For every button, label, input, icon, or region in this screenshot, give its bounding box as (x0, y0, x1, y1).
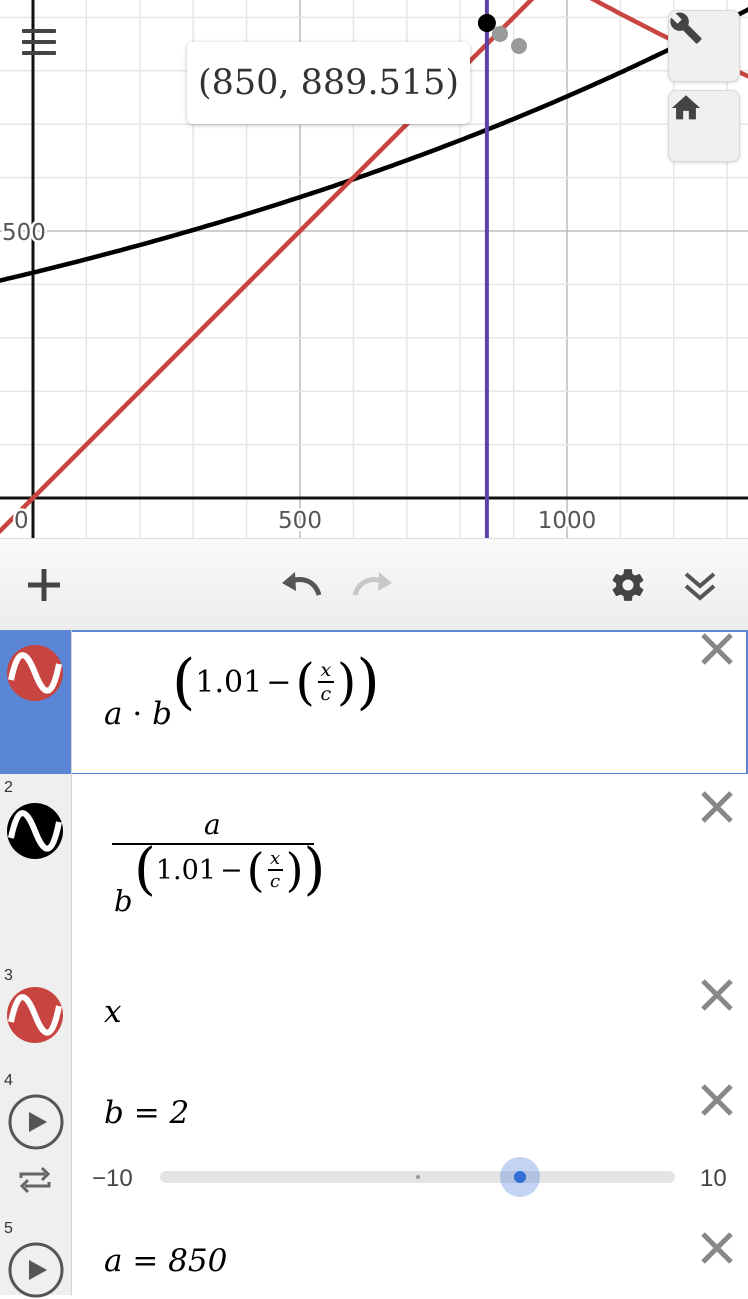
expression-toolbar (0, 538, 748, 632)
menu-line (22, 51, 56, 55)
home-icon (671, 95, 701, 120)
expression-gutter (0, 630, 72, 774)
expression-gutter: 5 (0, 1215, 72, 1298)
paren-open-inner: ( (295, 653, 315, 711)
fraction: x c (267, 848, 283, 892)
undo-button[interactable] (278, 563, 324, 607)
gear-icon (612, 569, 644, 601)
minus: − (266, 664, 292, 700)
var-a: a (104, 696, 123, 732)
expression-row-2[interactable]: 2 a b ( 1.01 − ( x c ) ) (0, 774, 748, 963)
paren-close: ) (303, 837, 326, 902)
add-item-button[interactable] (22, 563, 66, 607)
constant: 1.01 (155, 854, 216, 886)
denominator-b: b (114, 884, 133, 918)
expression-row-4[interactable]: 4 b = 2 −10 10 (0, 1067, 748, 1216)
play-icon[interactable] (7, 1093, 65, 1151)
curve-expression-2 (0, 7, 748, 283)
red-graph-toggle-icon[interactable] (6, 644, 64, 702)
delete-expression-icon[interactable] (698, 630, 736, 668)
paren-open: ( (172, 647, 196, 717)
slider-max-label[interactable]: 10 (700, 1165, 727, 1192)
point-coordinate-label: (850, 889.515) (187, 42, 470, 124)
expression-gutter: 2 (0, 774, 72, 962)
fraction: x c (317, 659, 334, 705)
wrench-icon (670, 12, 702, 44)
slider-variable-formula[interactable]: b = 2 (104, 1095, 190, 1131)
x-tick-label: 0 (14, 508, 29, 534)
paren-open-inner: ( (246, 843, 265, 897)
repeat-icon[interactable] (17, 1165, 53, 1195)
denominator: c (320, 682, 332, 705)
curve-expression-3 (0, 0, 535, 535)
delete-expression-icon[interactable] (698, 788, 736, 826)
redo-icon (352, 572, 392, 596)
graph-settings-button[interactable] (668, 10, 740, 82)
menu-line (22, 40, 56, 44)
expression-number: 2 (4, 779, 13, 796)
fraction-bar-small (267, 869, 283, 871)
y-tick-label: 500 (2, 220, 46, 246)
expression-formula[interactable]: x (104, 994, 122, 1030)
slider-zero-mark (416, 1175, 420, 1179)
constant: 1.01 (195, 664, 263, 700)
fraction-bar (317, 681, 334, 683)
slider-track[interactable] (160, 1171, 675, 1183)
numerator: x (269, 848, 281, 870)
selected-point (477, 13, 496, 32)
redo-button[interactable] (350, 563, 396, 607)
numerator-a: a (204, 808, 221, 841)
intersection-point (492, 26, 508, 42)
slider-thumb[interactable] (500, 1157, 540, 1197)
undo-icon (282, 572, 322, 596)
exponent: ( 1.01 − ( x c ) ) (172, 652, 380, 712)
expression-number: 4 (4, 1072, 13, 1089)
intersection-point (511, 38, 527, 54)
delete-expression-icon[interactable] (698, 976, 736, 1014)
expression-number: 5 (4, 1220, 13, 1237)
paren-close-inner: ) (285, 843, 304, 897)
curve-expression-1 (589, 0, 748, 79)
var-b: b (152, 696, 172, 732)
numerator: x (320, 659, 332, 682)
minus: − (219, 854, 243, 886)
settings-button[interactable] (606, 563, 650, 607)
hamburger-menu-button[interactable] (22, 24, 66, 64)
menu-line (22, 29, 56, 33)
slider-variable-formula[interactable]: a = 850 (104, 1243, 228, 1279)
expression-row-3[interactable]: 3 x (0, 962, 748, 1068)
dot-operator: · (132, 696, 143, 732)
plus-icon (28, 569, 60, 601)
x-tick-label: 1000 (538, 508, 597, 534)
paren-close-inner: ) (336, 653, 357, 711)
slider-thumb-dot (514, 1171, 526, 1183)
home-zoom-button[interactable] (668, 90, 740, 162)
black-graph-toggle-icon[interactable] (6, 802, 64, 860)
play-icon[interactable] (7, 1241, 65, 1299)
expression-gutter: 4 (0, 1067, 72, 1215)
expression-row-5[interactable]: 5 a = 850 (0, 1215, 748, 1298)
exponent: ( 1.01 − ( x c ) ) (134, 842, 325, 898)
fraction-bar (112, 843, 314, 845)
paren-close: ) (356, 647, 380, 717)
graph-canvas[interactable]: 0 500 1000 500 (850, 889.515) (0, 0, 748, 538)
expression-row-1[interactable]: a · b ( 1.01 − ( x c ) ) (0, 630, 748, 775)
delete-expression-icon[interactable] (698, 1081, 736, 1119)
x-tick-label: 500 (278, 508, 322, 534)
red-graph-toggle-icon[interactable] (6, 986, 64, 1044)
paren-open: ( (134, 837, 156, 902)
collapse-list-button[interactable] (678, 563, 722, 607)
denominator: c (270, 870, 281, 892)
chevron-double-down-icon (684, 572, 716, 601)
slider-min-label[interactable]: −10 (92, 1165, 133, 1192)
expression-formula[interactable]: a · b (104, 696, 172, 732)
expression-gutter: 3 (0, 962, 72, 1067)
expression-list: a · b ( 1.01 − ( x c ) ) 2 (0, 630, 748, 1298)
delete-expression-icon[interactable] (698, 1229, 736, 1267)
expression-number: 3 (4, 967, 13, 984)
